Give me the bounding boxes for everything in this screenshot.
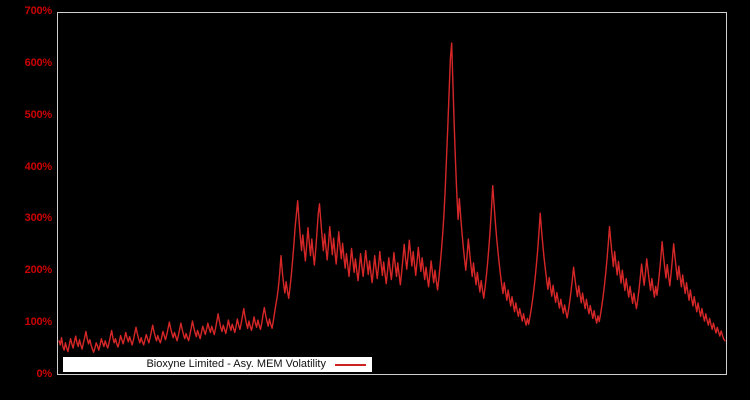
y-tick-label: 700% — [24, 5, 53, 17]
y-tick-label: 0% — [36, 368, 53, 380]
series-plot — [58, 42, 726, 353]
y-tick-label: 600% — [24, 56, 53, 69]
legend-line-sample-icon — [335, 363, 366, 366]
y-tick-label: 100% — [24, 316, 53, 329]
y-axis: 0% 100% 200% 300% 400% 500% 600% 700% — [0, 0, 53, 400]
y-tick-label: 400% — [24, 160, 53, 173]
legend: Bioxyne Limited - Asy. MEM Volatility — [63, 357, 372, 372]
plot-area-frame — [57, 12, 727, 375]
y-tick-label: 500% — [24, 108, 53, 121]
series-line-bioxyne-asy-mem-volatility — [58, 42, 726, 353]
y-tick-label: 200% — [24, 264, 53, 277]
y-tick-label: 300% — [24, 212, 53, 225]
legend-label: Bioxyne Limited - Asy. MEM Volatility — [146, 358, 326, 370]
